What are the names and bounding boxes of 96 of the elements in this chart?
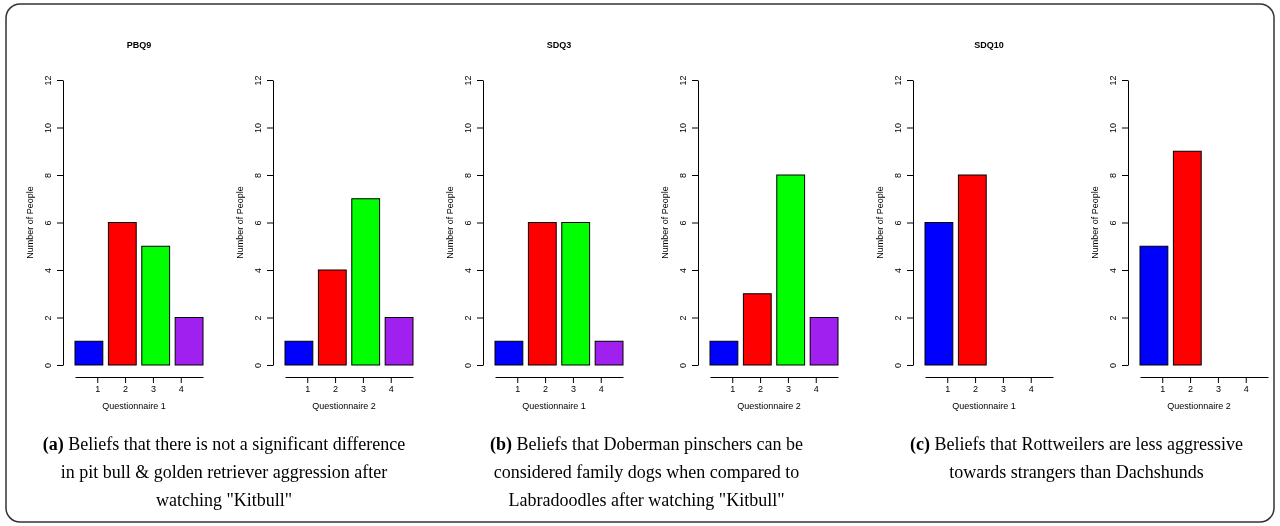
x-axis-title: Questionnaire 1 [952, 401, 1016, 411]
x-tick-label: 3 [360, 384, 366, 395]
x-tick-label: 4 [388, 384, 394, 395]
bar [351, 198, 381, 366]
y-tick-label: 2 [463, 315, 473, 321]
y-tick-label: 4 [678, 267, 688, 274]
y-tick-label: 4 [463, 267, 473, 274]
y-tick-label: 6 [463, 220, 473, 226]
bar [384, 317, 414, 366]
x-tick-label: 2 [973, 384, 979, 395]
y-tick-label: 8 [678, 172, 688, 179]
x-tick-label: 4 [598, 384, 604, 395]
x-tick-label: 2 [123, 384, 129, 395]
y-tick-label: 2 [43, 315, 53, 321]
x-tick-label: 3 [785, 384, 791, 395]
y-tick-label: 4 [253, 267, 263, 274]
bar [809, 317, 839, 366]
x-tick-label: 1 [95, 384, 101, 395]
y-tick-label: 0 [1108, 362, 1118, 369]
y-tick-label: 10 [893, 122, 903, 134]
bar [317, 269, 347, 366]
bar [742, 293, 772, 366]
x-tick-label: 3 [150, 384, 156, 395]
x-tick-label: 4 [1243, 384, 1249, 395]
x-tick-label: 1 [515, 384, 521, 395]
x-tick-label: 4 [178, 384, 184, 395]
bar [107, 222, 137, 366]
y-tick-label: 10 [253, 122, 263, 134]
y-axis-title: Number of People [235, 186, 245, 259]
y-tick-label: 0 [463, 362, 473, 369]
y-tick-label: 4 [43, 267, 53, 274]
x-tick-label: 3 [1000, 384, 1006, 395]
chart-title: PBQ9 [126, 40, 152, 50]
x-tick-label: 2 [1188, 384, 1194, 395]
y-tick-label: 10 [43, 122, 53, 134]
text: (a) Beliefs that there is not a significant difference in pit bull & golden retriever aggression after watching "Kitbull" [42, 434, 406, 510]
y-tick-label: 8 [893, 172, 903, 179]
y-tick-label: 12 [463, 75, 473, 86]
y-tick-label: 8 [463, 172, 473, 179]
x-tick-label: 4 [813, 384, 819, 395]
y-tick-label: 0 [893, 362, 903, 369]
text: (b) Beliefs that Doberman pinschers can be considered family dogs when compared to Labradoodles after watching "Kitbull" [490, 434, 803, 510]
y-tick-label: 12 [1108, 75, 1118, 86]
x-axis-title: Questionnaire 1 [102, 401, 166, 411]
y-tick-label: 8 [1108, 172, 1118, 179]
y-tick-label: 0 [43, 362, 53, 369]
x-tick-label: 3 [1215, 384, 1221, 395]
y-tick-label: 6 [678, 220, 688, 226]
y-tick-label: 6 [893, 220, 903, 226]
x-tick-label: 3 [570, 384, 576, 395]
y-tick-label: 2 [1108, 315, 1118, 321]
y-tick-label: 10 [678, 122, 688, 134]
y-tick-label: 8 [43, 172, 53, 179]
y-axis-title: Number of People [25, 186, 35, 259]
y-tick-label: 12 [43, 75, 53, 86]
bar [709, 340, 739, 366]
y-tick-label: 4 [893, 267, 903, 274]
x-axis-title: Questionnaire 2 [737, 401, 801, 411]
y-tick-label: 6 [253, 220, 263, 226]
x-axis-title: Questionnaire 1 [522, 401, 586, 411]
x-axis-title: Questionnaire 2 [312, 401, 376, 411]
y-axis-title: Number of People [1090, 186, 1100, 259]
y-axis-title: Number of People [660, 186, 670, 259]
bar [284, 340, 314, 366]
y-tick-label: 2 [893, 315, 903, 321]
y-tick-label: 6 [1108, 220, 1118, 226]
y-axis-title: Number of People [445, 186, 455, 259]
x-tick-label: 2 [333, 384, 339, 395]
x-axis-title: Questionnaire 2 [1167, 401, 1231, 411]
y-tick-label: 12 [678, 75, 688, 86]
x-tick-label: 1 [305, 384, 311, 395]
y-axis-title: Number of People [875, 186, 885, 259]
y-tick-label: 10 [463, 122, 473, 134]
chart-title: SDQ10 [974, 40, 1004, 50]
y-tick-label: 2 [253, 315, 263, 321]
x-tick-label: 2 [758, 384, 764, 395]
x-tick-label: 2 [543, 384, 549, 395]
bar [74, 340, 104, 366]
y-tick-label: 0 [253, 362, 263, 369]
y-tick-label: 0 [678, 362, 688, 369]
y-tick-label: 6 [43, 220, 53, 226]
y-tick-label: 4 [1108, 267, 1118, 274]
x-tick-label: 1 [945, 384, 951, 395]
x-tick-label: 1 [730, 384, 736, 395]
y-tick-label: 12 [253, 75, 263, 86]
bar [174, 317, 204, 366]
y-tick-label: 8 [253, 172, 263, 179]
x-tick-label: 1 [1160, 384, 1166, 395]
y-tick-label: 12 [893, 75, 903, 86]
x-tick-label: 4 [1028, 384, 1034, 395]
chart-title: SDQ3 [546, 40, 572, 50]
y-tick-label: 10 [1108, 122, 1118, 134]
bar [141, 245, 171, 366]
text: (c) Beliefs that Rottweilers are less aggressive towards strangers than Dachshunds [910, 434, 1243, 482]
y-tick-label: 2 [678, 315, 688, 321]
bar [776, 174, 806, 366]
